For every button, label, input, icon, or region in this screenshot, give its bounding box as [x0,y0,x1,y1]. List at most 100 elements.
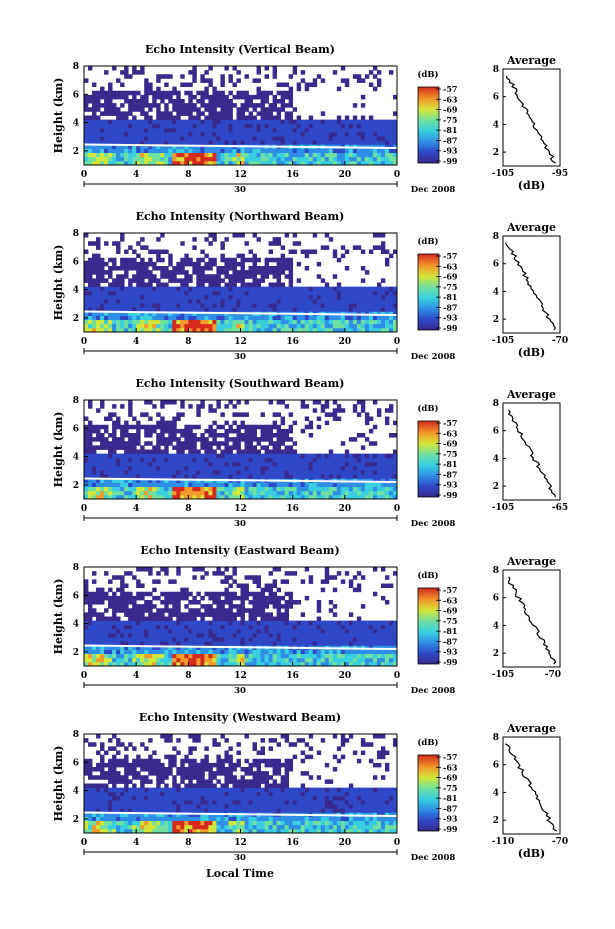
heatmap-cell [100,327,105,333]
heatmap-cell [232,307,237,312]
heatmap-cell [332,461,338,467]
heatmap-cell [208,127,213,133]
heatmap-cell [132,140,137,145]
heatmap-cell [148,160,153,166]
heatmap-cell [292,470,298,475]
heatmap-cell [324,486,330,492]
heatmap-cell [84,433,89,438]
heatmap-cell [280,294,286,300]
heatmap-cell [204,437,209,442]
heatmap-cell [248,616,253,622]
heatmap-cell [160,490,165,496]
heatmap-cell [356,136,362,141]
heatmap-cell [84,127,89,133]
heatmap-cell [240,115,245,121]
day-label: 30 [234,519,246,529]
heatmap-cell [252,579,257,584]
heatmap-cell [364,412,370,417]
heatmap-cell [320,494,326,500]
heatmap-cell [140,144,145,149]
heatmap-cell [140,461,145,467]
heatmap-cell [96,94,101,100]
heatmap-cell [256,583,261,589]
heatmap-cell [328,290,334,296]
heatmap-cell [184,604,189,609]
heatmap-cell [172,400,177,405]
heatmap-cell [272,424,278,430]
heatmap-cell [104,441,109,446]
heatmap-cell [156,579,161,584]
heatmap-cell [244,412,249,417]
heatmap-cell [184,319,189,325]
heatmap-cell [148,416,153,422]
heatmap-cell [216,119,221,125]
heatmap-cell [352,136,358,141]
heatmap-cell [84,278,89,283]
heatmap-cell [324,400,330,405]
heatmap-cell [336,148,342,154]
heatmap-cell [124,323,129,329]
heatmap-cell [280,127,286,133]
heatmap-cell [244,90,249,96]
heatmap-cell [100,661,105,667]
heatmap-cell [300,461,306,467]
heatmap-cell [148,624,153,630]
heatmap-cell [240,600,245,605]
heatmap-cell [328,457,334,463]
heatmap-cell [164,82,169,88]
heatmap-cell [172,600,177,605]
heatmap-cell [108,412,113,417]
heatmap-cell [220,290,225,296]
heatmap-cell [380,453,386,459]
heatmap-cell [236,160,241,166]
heatmap-cell [216,612,221,617]
heatmap-cell [140,424,145,430]
heatmap-cell [264,428,269,434]
heatmap-cell [136,282,141,288]
heatmap-cell [116,595,121,601]
heatmap-cell [280,253,286,259]
heatmap-cell [172,466,177,471]
heatmap-cell [108,103,113,108]
heatmap-cell [328,119,334,125]
heatmap-cell [136,649,141,655]
heatmap-cell [280,257,286,263]
heatmap-cell [264,583,269,589]
heatmap-cell [268,111,273,116]
heatmap-cell [288,490,294,496]
heatmap-cell [216,400,221,405]
heatmap-cell [220,99,225,104]
heatmap-cell [320,327,326,333]
heatmap-cell [260,494,265,500]
heatmap-cell [240,132,245,137]
heatmap-cell [264,482,269,488]
heatmap-cell [144,148,149,154]
heatmap-cell [352,482,358,488]
heatmap-cell [256,441,261,446]
heatmap-cell [208,470,213,475]
heatmap-cell [236,286,241,292]
heatmap-cell [140,466,145,471]
heatmap-cell [128,136,133,141]
heatmap-cell [288,278,294,283]
heatmap-cell [104,107,109,112]
colorbar-tick-label: -69 [443,439,458,449]
heatmap-cell [200,612,205,617]
heatmap-cell [124,608,129,613]
heatmap-cell [276,587,282,593]
heatmap-cell [232,441,237,446]
heatmap-cell [160,319,165,325]
heatmap-cell [324,127,330,133]
heatmap-cell [160,600,165,605]
heatmap-cell [352,140,358,145]
heatmap-cell [360,140,366,145]
heatmap-cell [132,323,137,329]
heatmap-cell [352,404,358,409]
heatmap-cell [196,111,201,116]
heatmap-cell [320,315,326,321]
y-tick-label: 6 [73,257,79,267]
heatmap-cell [172,99,177,104]
heatmap-cell [256,140,261,145]
heatmap-cell [344,152,350,158]
heatmap-cell [232,282,237,288]
